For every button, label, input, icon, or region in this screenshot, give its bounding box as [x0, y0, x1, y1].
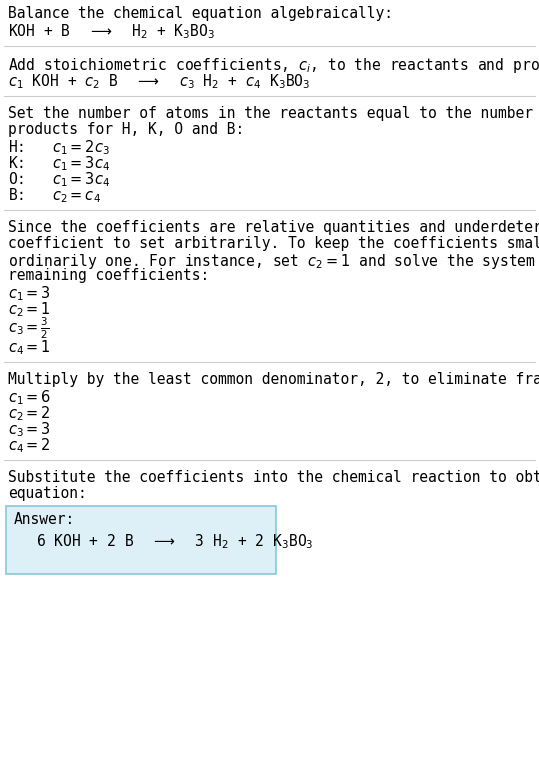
Text: Since the coefficients are relative quantities and underdetermined, choose a: Since the coefficients are relative quan… [8, 220, 539, 235]
Text: Answer:: Answer: [14, 512, 75, 527]
Text: B:   $c_2 = c_4$: B: $c_2 = c_4$ [8, 186, 101, 205]
Text: ordinarily one. For instance, set $c_2 = 1$ and solve the system of equations fo: ordinarily one. For instance, set $c_2 =… [8, 252, 539, 271]
Text: Multiply by the least common denominator, 2, to eliminate fractional coefficient: Multiply by the least common denominator… [8, 372, 539, 387]
Text: $c_4 = 2$: $c_4 = 2$ [8, 436, 51, 455]
Text: 6 KOH + 2 B  $\longrightarrow$  3 H$_2$ + 2 K$_3$BO$_3$: 6 KOH + 2 B $\longrightarrow$ 3 H$_2$ + … [36, 532, 314, 550]
Text: remaining coefficients:: remaining coefficients: [8, 268, 209, 283]
Text: $c_4 = 1$: $c_4 = 1$ [8, 338, 51, 357]
Text: products for H, K, O and B:: products for H, K, O and B: [8, 122, 244, 137]
Text: Set the number of atoms in the reactants equal to the number of atoms in the: Set the number of atoms in the reactants… [8, 106, 539, 121]
Text: $c_3 = 3$: $c_3 = 3$ [8, 420, 51, 438]
Text: $c_2 = 2$: $c_2 = 2$ [8, 404, 51, 423]
Text: $c_1 = 3$: $c_1 = 3$ [8, 284, 51, 303]
Text: Balance the chemical equation algebraically:: Balance the chemical equation algebraica… [8, 6, 393, 21]
Text: $c_3 = \frac{3}{2}$: $c_3 = \frac{3}{2}$ [8, 316, 50, 341]
Text: O:   $c_1 = 3 c_4$: O: $c_1 = 3 c_4$ [8, 170, 110, 188]
Text: K:   $c_1 = 3 c_4$: K: $c_1 = 3 c_4$ [8, 154, 110, 173]
Text: Substitute the coefficients into the chemical reaction to obtain the balanced: Substitute the coefficients into the che… [8, 470, 539, 485]
Text: Add stoichiometric coefficients, $c_i$, to the reactants and products:: Add stoichiometric coefficients, $c_i$, … [8, 56, 539, 75]
Text: coefficient to set arbitrarily. To keep the coefficients small, the arbitrary va: coefficient to set arbitrarily. To keep … [8, 236, 539, 251]
Text: $c_1 = 6$: $c_1 = 6$ [8, 388, 51, 407]
Text: $c_2 = 1$: $c_2 = 1$ [8, 300, 51, 319]
Text: H:   $c_1 = 2 c_3$: H: $c_1 = 2 c_3$ [8, 138, 110, 157]
Text: KOH + B  $\longrightarrow$  H$_2$ + K$_3$BO$_3$: KOH + B $\longrightarrow$ H$_2$ + K$_3$B… [8, 22, 215, 41]
Bar [6, 506, 276, 574]
Text: $c_1$ KOH + $c_2$ B  $\longrightarrow$  $c_3$ H$_2$ + $c_4$ K$_3$BO$_3$: $c_1$ KOH + $c_2$ B $\longrightarrow$ $c… [8, 72, 310, 90]
Text: equation:: equation: [8, 486, 87, 501]
